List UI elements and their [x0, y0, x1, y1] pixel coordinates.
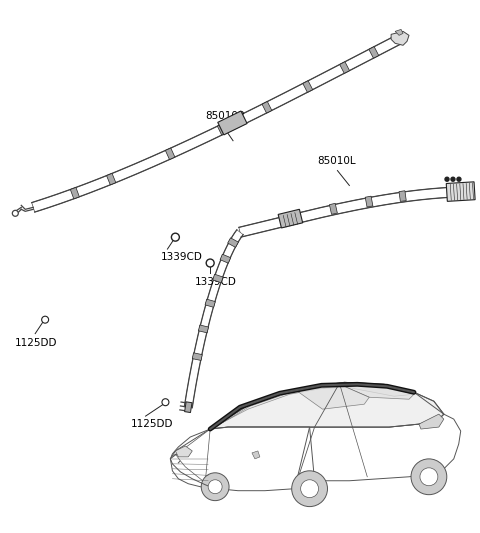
Bar: [185, 402, 192, 413]
Circle shape: [42, 316, 48, 323]
Bar: [166, 148, 175, 159]
Polygon shape: [210, 382, 444, 429]
Circle shape: [12, 211, 18, 216]
Polygon shape: [170, 429, 210, 483]
Circle shape: [457, 177, 461, 181]
Circle shape: [201, 473, 229, 500]
Text: 85010L: 85010L: [318, 156, 356, 166]
Text: 1339CD: 1339CD: [160, 252, 203, 262]
Circle shape: [206, 259, 214, 267]
Bar: [278, 209, 303, 228]
Polygon shape: [419, 414, 444, 429]
Circle shape: [420, 468, 438, 486]
Text: 1339CD: 1339CD: [195, 277, 237, 287]
Polygon shape: [210, 385, 414, 429]
Text: 85010R: 85010R: [205, 111, 245, 121]
Bar: [107, 173, 116, 185]
Bar: [217, 124, 227, 135]
Bar: [218, 111, 247, 135]
Text: 1125DD: 1125DD: [131, 419, 173, 429]
Bar: [262, 101, 272, 113]
Bar: [228, 238, 239, 247]
Circle shape: [162, 399, 169, 406]
Polygon shape: [239, 188, 449, 237]
Bar: [192, 353, 202, 360]
Polygon shape: [170, 427, 310, 491]
Polygon shape: [32, 35, 401, 212]
Bar: [340, 62, 349, 74]
Circle shape: [445, 177, 449, 181]
Circle shape: [208, 480, 222, 494]
Polygon shape: [252, 451, 260, 459]
Bar: [329, 204, 337, 214]
Circle shape: [171, 233, 180, 241]
Bar: [213, 274, 223, 282]
Bar: [220, 254, 230, 263]
Bar: [303, 81, 312, 92]
Circle shape: [411, 459, 447, 495]
Bar: [205, 299, 216, 308]
Bar: [365, 196, 373, 207]
Bar: [446, 182, 475, 201]
Polygon shape: [184, 230, 243, 408]
Polygon shape: [310, 414, 461, 481]
Bar: [198, 325, 208, 333]
Circle shape: [292, 471, 327, 506]
Bar: [399, 191, 406, 201]
Polygon shape: [391, 31, 409, 45]
Polygon shape: [175, 446, 192, 457]
Bar: [369, 46, 379, 58]
Circle shape: [451, 177, 455, 181]
Text: 1125DD: 1125DD: [15, 337, 58, 348]
Polygon shape: [339, 384, 414, 399]
Bar: [71, 188, 79, 199]
Polygon shape: [395, 29, 403, 35]
Polygon shape: [295, 383, 369, 409]
Circle shape: [300, 480, 319, 498]
